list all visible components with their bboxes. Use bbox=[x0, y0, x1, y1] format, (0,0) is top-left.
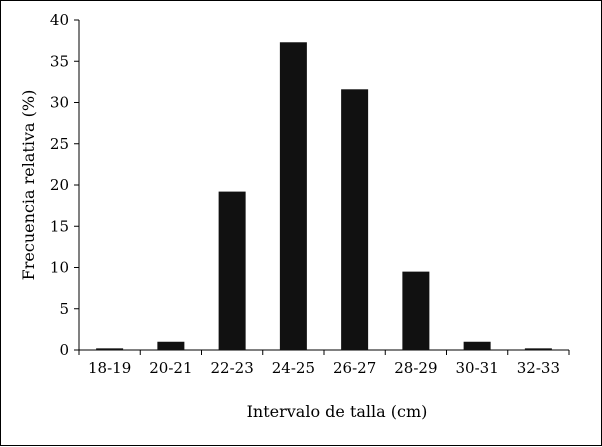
bar-30-31 bbox=[463, 341, 491, 350]
axes bbox=[74, 19, 570, 355]
bar-24-25 bbox=[279, 42, 307, 351]
bar-28-29 bbox=[402, 271, 430, 350]
x-tick-labels: 18-19 20-21 22-23 24-25 26-27 28-29 30-31 32-33 bbox=[88, 359, 560, 377]
y-tick-label: 0 bbox=[59, 341, 69, 359]
bar-18-19 bbox=[96, 348, 124, 350]
y-tick-label: 40 bbox=[50, 11, 69, 29]
y-axis-label: Frecuencia relativa (%) bbox=[19, 90, 38, 281]
x-tick-label: 26-27 bbox=[333, 359, 376, 377]
bar-32-33 bbox=[524, 348, 552, 350]
bar-26-27 bbox=[341, 89, 369, 351]
y-tick-label: 35 bbox=[50, 52, 69, 70]
y-tick-label: 5 bbox=[59, 300, 69, 318]
bar-22-23 bbox=[218, 191, 246, 350]
y-tick-label: 10 bbox=[50, 259, 69, 277]
x-tick-label: 30-31 bbox=[456, 359, 499, 377]
y-tick-label: 20 bbox=[50, 176, 69, 194]
bars bbox=[96, 42, 552, 351]
y-tick-label: 30 bbox=[50, 94, 69, 112]
bar-20-21 bbox=[157, 341, 185, 350]
x-tick-label: 28-29 bbox=[394, 359, 437, 377]
x-tick-label: 22-23 bbox=[211, 359, 254, 377]
x-tick-label: 24-25 bbox=[272, 359, 315, 377]
x-tick-label: 32-33 bbox=[517, 359, 560, 377]
x-tick-label: 18-19 bbox=[88, 359, 131, 377]
y-tick-label: 25 bbox=[50, 135, 69, 153]
y-tick-labels: 0 5 10 15 20 25 30 35 40 bbox=[50, 11, 69, 359]
x-tick-label: 20-21 bbox=[149, 359, 192, 377]
x-axis-label: Intervalo de talla (cm) bbox=[247, 402, 428, 421]
y-tick-label: 15 bbox=[50, 217, 69, 235]
